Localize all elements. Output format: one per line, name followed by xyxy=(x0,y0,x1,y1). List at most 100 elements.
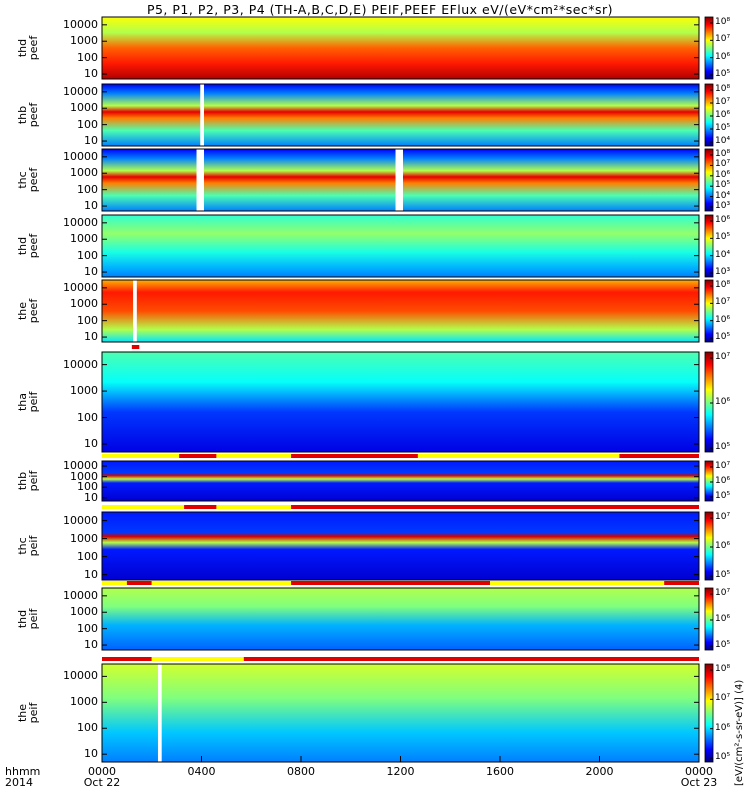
panel-frame xyxy=(101,16,700,80)
spectrogram-image xyxy=(102,512,699,580)
spectrogram-panel xyxy=(101,148,714,212)
panel-frame xyxy=(101,460,700,502)
x-axis-year-label: 2014 xyxy=(5,776,33,789)
panel-label: thd peef xyxy=(16,226,40,266)
mode-bar-segment xyxy=(619,454,699,458)
data-gap xyxy=(133,280,137,342)
y-tick-label: 1000 xyxy=(70,232,98,246)
colorbar-tick-label: 10⁶ xyxy=(715,215,731,225)
spectrogram-panel xyxy=(101,587,714,651)
y-tick-label: 10000 xyxy=(63,149,98,163)
panel-label-line: peif xyxy=(27,391,40,413)
spectrogram-image xyxy=(102,17,699,79)
colorbar-tick-label: 10⁷ xyxy=(715,512,731,522)
colorbar-tick-label: 10⁷ xyxy=(715,97,731,107)
spectrogram-panel xyxy=(101,16,714,80)
mode-bar-segment xyxy=(664,581,699,585)
colorbar-tick-label: 10⁶ xyxy=(715,722,731,733)
spectrogram-panel xyxy=(101,663,714,763)
mode-bar-segment xyxy=(243,657,699,661)
spectrogram-panel xyxy=(101,279,714,343)
colorbar-tick-label: 10⁶ xyxy=(715,397,731,407)
colorbar-tick-label: 10⁸ xyxy=(715,17,731,27)
spectrogram-image xyxy=(102,215,699,277)
instrument-mode-bar xyxy=(102,454,699,458)
y-tick-label: 10000 xyxy=(63,588,98,602)
y-tick-label: 100 xyxy=(77,117,98,131)
y-tick-label: 1000 xyxy=(70,297,98,311)
y-tick-label: 100 xyxy=(77,248,98,262)
y-tick-label: 100 xyxy=(77,480,98,494)
panel-label: thb peif xyxy=(16,461,40,501)
y-tick-label: 10 xyxy=(84,67,98,81)
instrument-mode-bar xyxy=(131,345,140,349)
mode-bar-segment xyxy=(216,454,292,458)
colorbar xyxy=(704,351,714,453)
y-tick-label: 10 xyxy=(84,638,98,652)
y-tick-label: 10 xyxy=(84,199,98,213)
panel-label: the peif xyxy=(16,693,40,733)
colorbar-tick-label: 10⁶ xyxy=(715,614,731,624)
x-tick-label: 0800 xyxy=(287,765,315,778)
mode-bar-segment xyxy=(102,454,180,458)
colorbar-tick-label: 10⁵ xyxy=(715,491,731,501)
colorbar-units-label: [eV/(cm²-s-sr-eV)] (4) xyxy=(734,679,745,786)
spectrogram-panel xyxy=(101,83,714,147)
instrument-mode-bar xyxy=(102,505,699,509)
colorbar xyxy=(704,511,714,581)
colorbar-tick-label: 10⁷ xyxy=(715,693,731,704)
panel-label-line: peif xyxy=(27,702,40,724)
panel-label: thc peef xyxy=(16,160,40,200)
y-tick-label: 100 xyxy=(77,621,98,635)
instrument-mode-bar xyxy=(102,581,699,585)
x-tick-label: 1200 xyxy=(386,765,415,778)
y-tick-label: 10000 xyxy=(63,17,98,31)
panel-label: tha peif xyxy=(16,382,40,422)
colorbar-tick-label: 10⁷ xyxy=(715,159,731,170)
spectrogram-panel xyxy=(101,511,714,581)
mode-bar-segment xyxy=(102,505,185,509)
data-gap xyxy=(200,84,204,146)
y-tick-label: 10 xyxy=(84,265,98,279)
mode-bar-segment xyxy=(102,657,152,661)
x-tick-label: 0000 xyxy=(88,765,116,778)
mode-bar-segment xyxy=(151,657,244,661)
colorbar xyxy=(704,16,714,80)
panel-label: thd peif xyxy=(16,599,40,639)
y-tick-label: 100 xyxy=(77,50,98,64)
y-tick-label: 10000 xyxy=(63,215,98,229)
mode-bar-segment xyxy=(151,581,292,585)
panel-frame xyxy=(101,587,700,651)
y-tick-label: 100 xyxy=(77,549,98,563)
colorbar-tick-label: 10⁶ xyxy=(715,110,731,120)
mode-bar-segment xyxy=(184,505,217,509)
colorbar xyxy=(704,460,714,502)
colorbar-tick-label: 10⁷ xyxy=(715,34,731,45)
colorbar-tick-label: 10⁵ xyxy=(715,123,731,133)
colorbar-tick-label: 10⁵ xyxy=(715,442,731,452)
y-tick-label: 100 xyxy=(77,313,98,327)
data-gap xyxy=(395,149,403,211)
data-gap xyxy=(196,149,204,211)
colorbar xyxy=(704,83,714,147)
colorbar-tick-label: 10⁵ xyxy=(715,232,731,243)
x-tick-label: 2000 xyxy=(585,765,614,778)
mode-bar-segment xyxy=(291,505,699,509)
panel-label: the peef xyxy=(16,291,40,331)
colorbar-tick-label: 10⁴ xyxy=(715,249,731,260)
y-tick-label: 1000 xyxy=(70,34,98,48)
spectrogram-panel xyxy=(101,351,714,453)
x-tick-label: 0000 xyxy=(685,765,713,778)
y-tick-label: 1000 xyxy=(70,605,98,619)
colorbar-tick-label: 10⁷ xyxy=(715,461,731,471)
mode-bar-segment xyxy=(126,581,152,585)
colorbar-tick-label: 10⁵ xyxy=(715,69,731,79)
colorbar-tick-label: 10⁶ xyxy=(715,51,731,62)
y-tick-label: 100 xyxy=(77,721,98,735)
panel-label-line: peef xyxy=(27,233,40,259)
y-tick-label: 10000 xyxy=(63,459,98,473)
panel-frame xyxy=(101,351,700,453)
colorbar-tick-label: 10⁴ xyxy=(715,190,731,201)
spectrogram-image xyxy=(102,664,699,762)
data-gap xyxy=(157,664,162,762)
